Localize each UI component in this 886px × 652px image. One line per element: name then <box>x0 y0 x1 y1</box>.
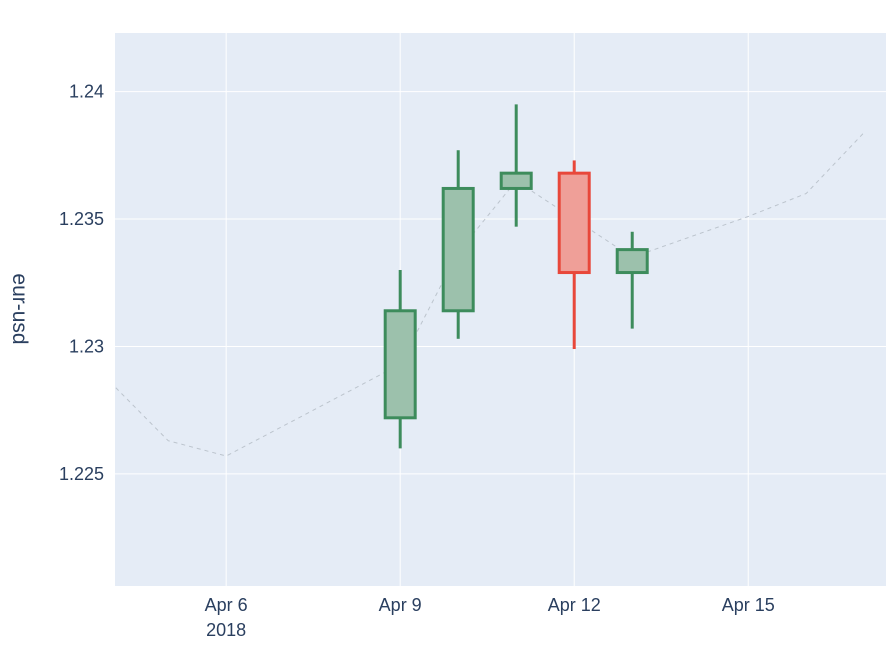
candle-body <box>383 309 417 420</box>
y-tick-label: 1.24 <box>69 82 104 102</box>
y-axis-title: eur-usd <box>8 273 31 344</box>
x-tick-label: Apr 15 <box>722 595 775 615</box>
candle-body <box>615 248 649 275</box>
plot-background <box>115 33 886 586</box>
trend-line-layer <box>115 132 865 457</box>
trend-line <box>115 132 865 457</box>
grid-lines <box>115 33 886 586</box>
y-tick-label: 1.23 <box>69 336 104 356</box>
y-tick-label: 1.235 <box>59 209 104 229</box>
x-tick-label: Apr 12 <box>548 595 601 615</box>
x-tick-label: Apr 9 <box>379 595 422 615</box>
x-axis-ticks: Apr 6 2018 Apr 9 Apr 12 Apr 15 <box>205 595 775 640</box>
y-tick-label: 1.225 <box>59 464 104 484</box>
candle <box>499 104 533 227</box>
y-axis-ticks: 1.225 1.23 1.235 1.24 <box>59 82 104 484</box>
candle <box>383 270 417 449</box>
candle-body <box>499 171 533 190</box>
candles-layer <box>383 104 649 449</box>
x-tick-year-label: 2018 <box>206 620 246 640</box>
candle <box>557 160 591 349</box>
candle-body <box>441 186 475 313</box>
candle <box>615 231 649 329</box>
x-tick-label: Apr 6 <box>205 595 248 615</box>
candle <box>441 150 475 339</box>
candle-body <box>557 171 591 275</box>
